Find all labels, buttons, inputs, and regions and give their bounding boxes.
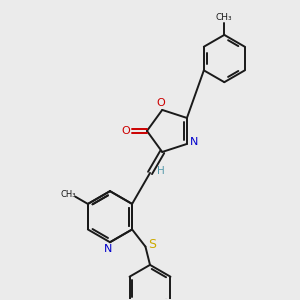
- Text: O: O: [156, 98, 165, 108]
- Text: O: O: [121, 126, 130, 136]
- Text: H: H: [157, 166, 165, 176]
- Text: CH₃: CH₃: [216, 13, 232, 22]
- Text: N: N: [104, 244, 112, 254]
- Text: N: N: [190, 137, 199, 147]
- Text: S: S: [148, 238, 156, 251]
- Text: CH₃: CH₃: [60, 190, 76, 199]
